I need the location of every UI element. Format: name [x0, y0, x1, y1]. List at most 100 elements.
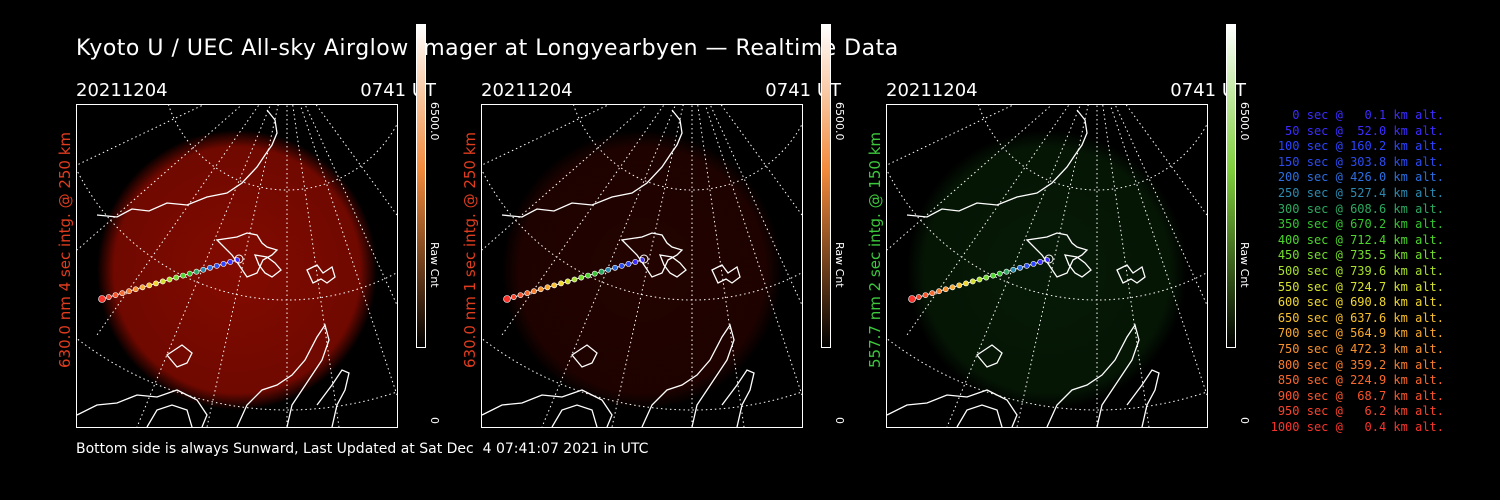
trajectory-dot	[1023, 262, 1030, 269]
colorbar	[1226, 24, 1236, 348]
legend-row: 0 sec @ 0.1 km alt.	[1292, 108, 1444, 122]
legend-row: 850 sec @ 224.9 km alt.	[1277, 373, 1444, 388]
legend-row: 300 sec @ 608.6 km alt.	[1277, 201, 1444, 216]
trajectory-dot	[983, 274, 990, 281]
trajectory-dot	[1030, 260, 1037, 267]
trajectory-dot	[1017, 264, 1023, 271]
trajectory-dot	[537, 286, 544, 293]
legend-row: 250 sec @ 527.4 km alt.	[1277, 185, 1444, 200]
trajectory-dot	[618, 262, 625, 269]
panel-wavelength-label: 557.7 nm 2 sec intg. @ 150 km	[866, 131, 884, 368]
trajectory-dot	[929, 290, 936, 297]
trajectory-dot	[153, 280, 159, 287]
trajectory-dot	[598, 268, 605, 275]
allsky-image	[76, 104, 398, 428]
panel-wavelength-label: 630.0 nm 4 sec intg. @ 250 km	[56, 131, 74, 368]
trajectory-dot	[922, 292, 929, 298]
trajectory-dot	[996, 270, 1003, 277]
panel-630-1s: 20211204 0741 UT	[481, 80, 841, 440]
sky-glow	[907, 130, 1187, 410]
legend-row: 950 sec @ 6.2 km alt.	[1277, 404, 1444, 419]
trajectory-dot	[591, 270, 598, 277]
legend-row: 200 sec @ 426.0 km alt.	[1277, 170, 1444, 185]
trajectory-dot	[105, 294, 112, 300]
trajectory-dot	[956, 282, 963, 289]
trajectory-dot	[98, 295, 106, 303]
trajectory-dot	[551, 282, 558, 289]
colorbar	[821, 24, 831, 348]
trajectory-dot	[612, 264, 618, 271]
satellite-trajectory	[908, 254, 1054, 303]
trajectory-dot	[200, 266, 207, 273]
legend-row: 450 sec @ 735.5 km alt.	[1277, 248, 1444, 263]
legend-row: 1000 sec @ 0.4 km alt.	[1270, 419, 1444, 434]
trajectory-dot	[119, 290, 126, 297]
observatory-marker	[234, 254, 244, 264]
trajectory-dot	[585, 272, 591, 279]
trajectory-dot	[112, 292, 119, 298]
observatory-marker	[1044, 254, 1054, 264]
legend-row: 750 sec @ 472.3 km alt.	[1277, 341, 1444, 356]
legend-row: 400 sec @ 712.4 km alt.	[1277, 232, 1444, 247]
allsky-image	[481, 104, 803, 428]
trajectory-dot	[1010, 266, 1017, 273]
trajectory-dot	[139, 284, 146, 291]
colorbar-unit: Raw Cnt	[428, 242, 441, 288]
trajectory-dot	[558, 280, 564, 287]
page-title: Kyoto U / UEC All-sky Airglow Imager at …	[76, 36, 899, 61]
trajectory-dot	[524, 290, 531, 297]
trajectory-legend: 0 sec @ 0.1 km alt. 50 sec @ 52.0 km alt…	[1250, 108, 1444, 435]
trajectory-dot	[578, 274, 585, 281]
legend-row: 500 sec @ 739.6 km alt.	[1277, 263, 1444, 278]
legend-row: 650 sec @ 637.6 km alt.	[1277, 310, 1444, 325]
trajectory-dot	[186, 270, 193, 277]
trajectory-dot	[990, 272, 996, 279]
trajectory-dot	[207, 264, 213, 271]
satellite-trajectory	[503, 254, 649, 303]
trajectory-dot	[220, 260, 227, 267]
legend-row: 800 sec @ 359.2 km alt.	[1277, 357, 1444, 372]
trajectory-dot	[193, 268, 200, 275]
trajectory-dot	[227, 259, 234, 265]
coastline	[482, 109, 755, 427]
panel-wavelength-label: 630.0 nm 1 sec intg. @ 250 km	[461, 131, 479, 368]
trajectory-dot	[517, 292, 524, 298]
legend-row: 50 sec @ 52.0 km alt.	[1285, 123, 1444, 138]
trajectory-dot	[132, 286, 139, 293]
legend-row: 150 sec @ 303.8 km alt.	[1277, 154, 1444, 169]
trajectory-dot	[166, 276, 173, 283]
legend-row: 700 sec @ 564.9 km alt.	[1277, 326, 1444, 341]
trajectory-dot	[908, 295, 916, 303]
trajectory-dot	[976, 276, 983, 283]
allsky-image	[886, 104, 1208, 428]
trajectory-dot	[936, 288, 942, 295]
trajectory-dot	[503, 295, 511, 303]
panel-630-4s: 20211204 0741 UT	[76, 80, 436, 440]
trajectory-dot	[159, 278, 166, 285]
footer-status: Bottom side is always Sunward, Last Upda…	[76, 441, 649, 457]
observatory-marker	[639, 254, 649, 264]
trajectory-dot	[942, 286, 949, 293]
coastline	[77, 109, 350, 427]
trajectory-dot	[963, 280, 969, 287]
colorbar-max: 6500.0	[428, 102, 441, 141]
trajectory-dot	[1003, 268, 1010, 275]
trajectory-dot	[531, 288, 537, 295]
trajectory-dot	[213, 262, 220, 269]
trajectory-dot	[571, 276, 578, 283]
panel-557-2s: 20211204 0741 UT	[886, 80, 1246, 440]
colorbar-unit: Raw Cnt	[833, 242, 846, 288]
coastline	[887, 109, 1160, 427]
trajectory-dot	[949, 284, 956, 291]
trajectory-dot	[173, 274, 180, 281]
trajectory-dot	[180, 272, 186, 279]
trajectory-dot	[510, 294, 517, 300]
legend-row: 100 sec @ 160.2 km alt.	[1277, 139, 1444, 154]
legend-row: 550 sec @ 724.7 km alt.	[1277, 279, 1444, 294]
trajectory-dot	[126, 288, 132, 295]
trajectory-dot	[564, 278, 571, 285]
trajectory-dot	[1037, 259, 1044, 265]
panel-date: 20211204	[76, 80, 168, 101]
legend-row: 350 sec @ 670.2 km alt.	[1277, 217, 1444, 232]
sky-glow	[97, 130, 377, 410]
